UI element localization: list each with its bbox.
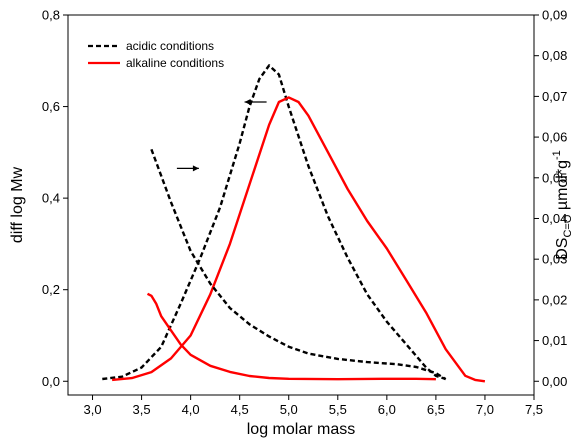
x-tick-label: 3,0 (83, 402, 101, 417)
arrow-right-annotation (176, 165, 199, 172)
x-axis-ticks: 3,0 3,5 4,0 4,5 5,0 5,5 6,0 6,5 7,0 7,5 (83, 395, 543, 417)
y-left-tick-label: 0,0 (42, 374, 60, 389)
y-left-tick-label: 0,6 (42, 99, 60, 114)
y-left-tick-label: 0,2 (42, 282, 60, 297)
x-tick-label: 4,5 (231, 402, 249, 417)
y-right-axis-title: DSC=O µmol*g-1 (551, 150, 574, 260)
x-tick-label: 7,0 (476, 402, 494, 417)
y-right-title-main: DS (554, 238, 571, 260)
x-tick-label: 5,0 (280, 402, 298, 417)
x-tick-label: 4,0 (182, 402, 200, 417)
series-line-acidic-left (102, 64, 447, 381)
x-tick-label: 6,5 (427, 402, 445, 417)
y-right-axis-ticks: 0,00 0,01 0,02 0,03 0,04 0,05 0,06 0,07 0,08 0,09 (534, 8, 567, 389)
y-left-tick-label: 0,8 (42, 8, 60, 23)
annotation-layer (176, 98, 267, 172)
y-left-tick-label: 0,4 (42, 191, 60, 206)
y-right-tick-label: 0,00 (542, 374, 567, 389)
y-left-axis-title: diff log Mw (9, 166, 26, 243)
y-right-title-unit: µmol*g (554, 160, 571, 215)
y-right-tick-label: 0,03 (542, 252, 567, 267)
legend-label-alkaline: alkaline conditions (126, 56, 224, 70)
y-right-tick-label: 0,01 (542, 333, 567, 348)
y-left-axis-ticks: 0,0 0,2 0,4 0,6 0,8 (42, 8, 68, 389)
y-right-tick-label: 0,07 (542, 89, 567, 104)
x-axis-title: log molar mass (247, 421, 355, 438)
series-line-alkaline-right (146, 292, 436, 381)
legend: acidic conditions alkaline conditions (88, 39, 224, 70)
x-tick-label: 5,5 (329, 402, 347, 417)
x-tick-label: 6,0 (378, 402, 396, 417)
plot-frame (67, 14, 535, 396)
y-right-tick-label: 0,05 (542, 170, 567, 185)
y-right-tick-label: 0,04 (542, 211, 567, 226)
y-right-title-sup: -1 (551, 150, 563, 160)
y-right-title-sub: C=O (562, 214, 574, 237)
series-layer (102, 64, 486, 383)
arrow-left-annotation (244, 98, 267, 105)
legend-label-acidic: acidic conditions (126, 39, 214, 53)
series-line-acidic-right (150, 148, 447, 381)
y-right-tick-label: 0,09 (542, 8, 567, 23)
series-line-alkaline-left (111, 96, 486, 383)
y-right-tick-label: 0,02 (542, 292, 567, 307)
y-right-tick-label: 0,06 (542, 130, 567, 145)
y-right-tick-label: 0,08 (542, 48, 567, 63)
x-tick-label: 3,5 (133, 402, 151, 417)
x-tick-label: 7,5 (525, 402, 543, 417)
